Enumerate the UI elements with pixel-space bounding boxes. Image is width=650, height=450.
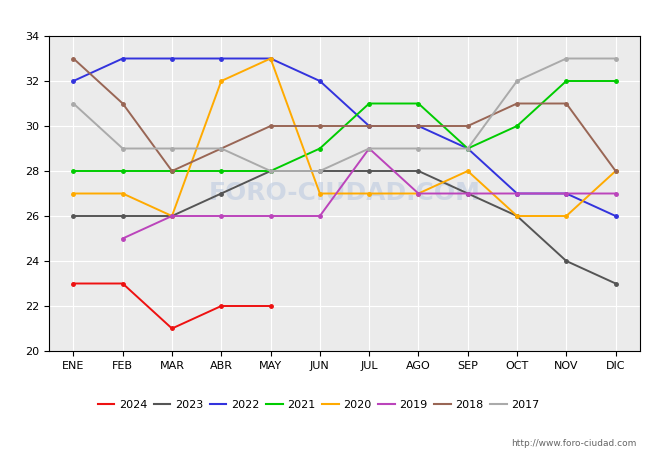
Text: http://www.foro-ciudad.com: http://www.foro-ciudad.com: [512, 439, 637, 448]
Legend: 2024, 2023, 2022, 2021, 2020, 2019, 2018, 2017: 2024, 2023, 2022, 2021, 2020, 2019, 2018…: [93, 396, 544, 414]
Text: Afiliados en Matillas a 31/5/2024: Afiliados en Matillas a 31/5/2024: [190, 5, 460, 23]
Text: FORO-CIUDAD.COM: FORO-CIUDAD.COM: [209, 181, 480, 206]
